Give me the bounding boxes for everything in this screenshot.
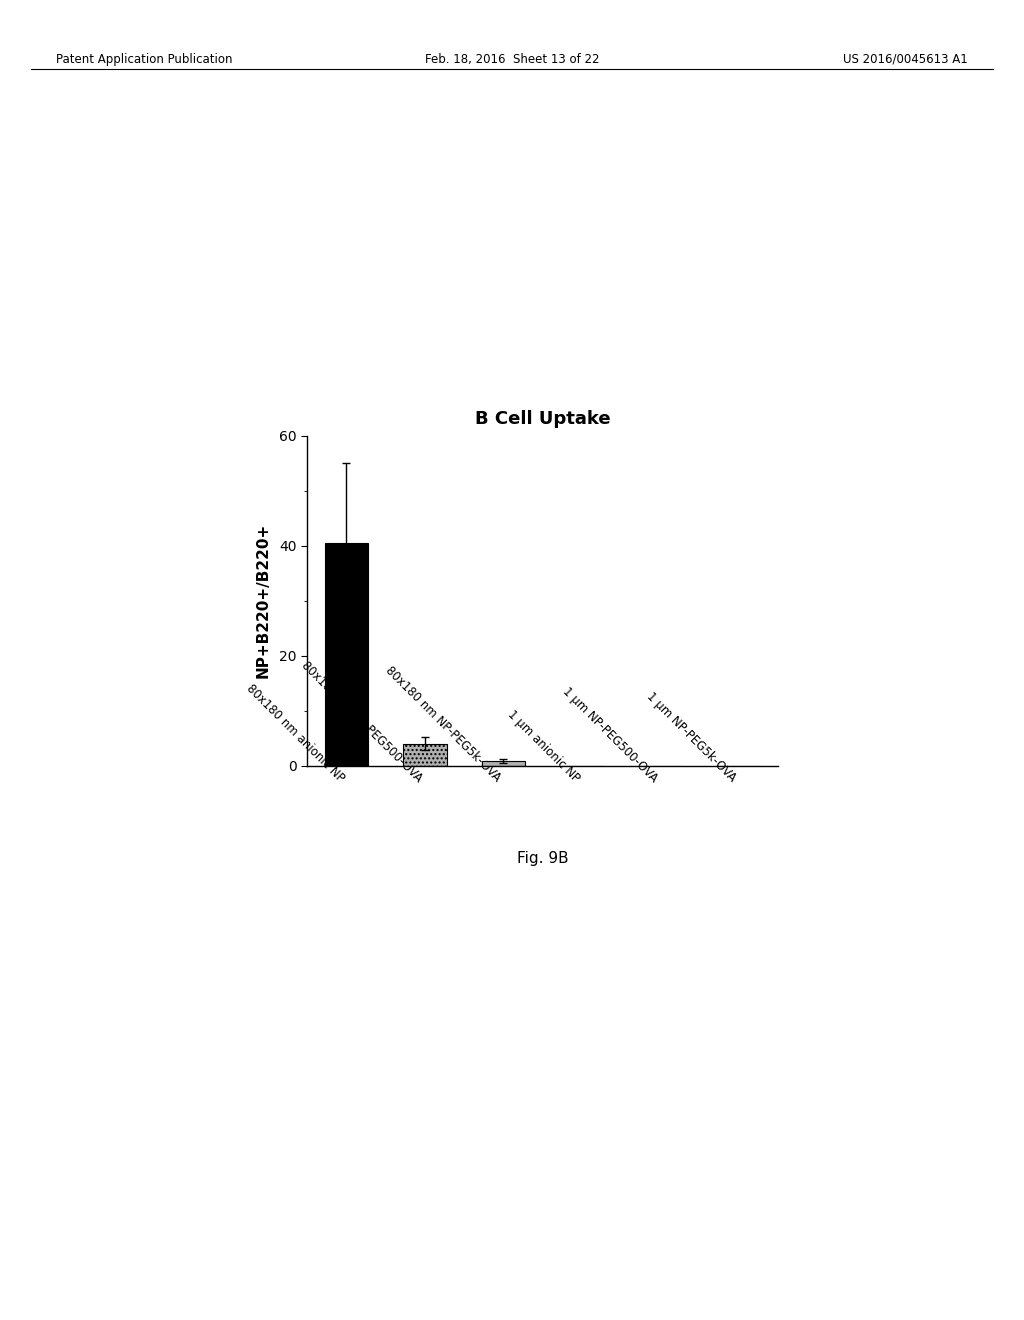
Bar: [325, 543, 368, 766]
Text: Feb. 18, 2016  Sheet 13 of 22: Feb. 18, 2016 Sheet 13 of 22: [425, 53, 599, 66]
Title: B Cell Uptake: B Cell Uptake: [475, 411, 610, 429]
Bar: [403, 743, 446, 766]
Text: Patent Application Publication: Patent Application Publication: [56, 53, 232, 66]
Text: US 2016/0045613 A1: US 2016/0045613 A1: [843, 53, 968, 66]
Bar: [482, 762, 525, 766]
Text: Fig. 9B: Fig. 9B: [517, 851, 568, 866]
Y-axis label: NP+B220+/B220+: NP+B220+/B220+: [256, 523, 270, 678]
